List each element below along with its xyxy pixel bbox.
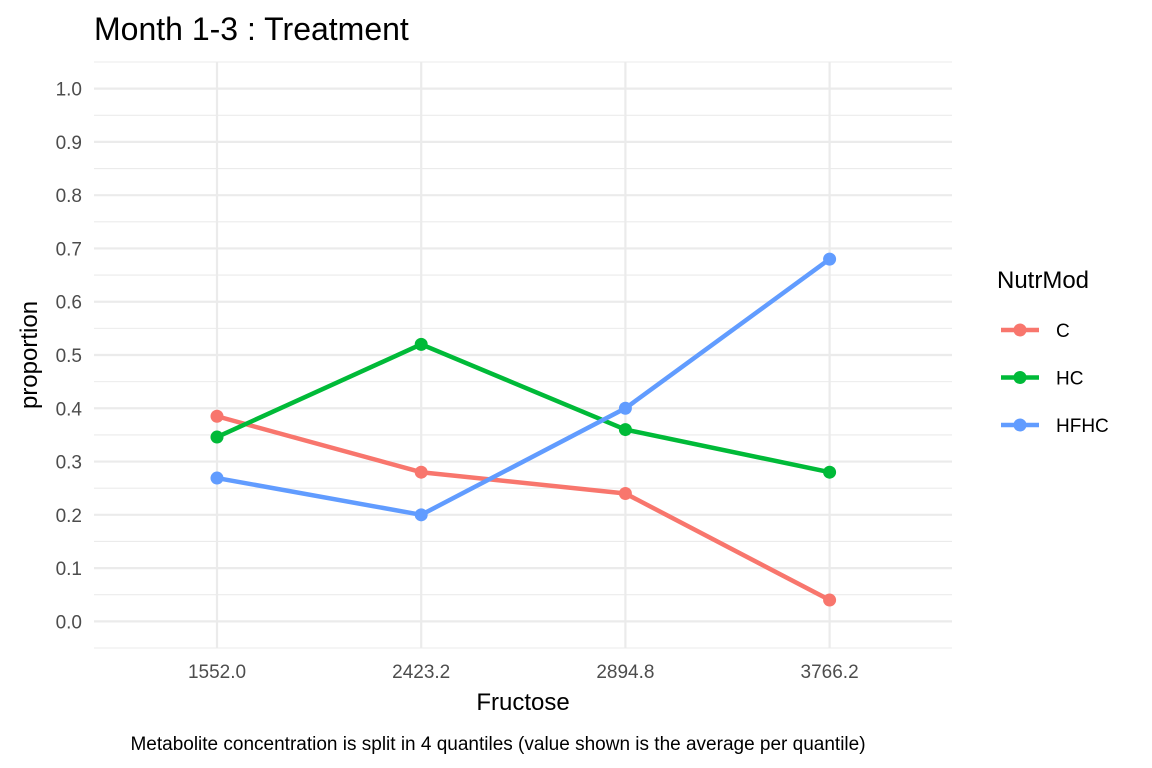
y-tick-label: 0.8 xyxy=(56,186,82,207)
y-axis-title: proportion xyxy=(16,301,43,409)
y-tick-label: 0.6 xyxy=(56,293,82,314)
y-axis-tick-labels: 0.0 0.1 0.2 0.3 0.4 0.5 0.6 0.7 0.8 0.9 1.0 xyxy=(56,80,83,634)
data-point-hfhc xyxy=(414,508,428,522)
legend-item-hc: HC xyxy=(1001,369,1083,390)
y-tick-label: 1.0 xyxy=(56,80,82,101)
data-point-hc xyxy=(618,423,632,437)
x-tick-label: 2894.8 xyxy=(596,662,654,683)
legend-key-point xyxy=(1013,418,1027,432)
legend-items: C HC HFHC xyxy=(1001,321,1109,437)
x-tick-label: 3766.2 xyxy=(801,662,859,683)
y-tick-label: 0.9 xyxy=(56,133,82,154)
x-axis-tick-labels: 1552.0 2423.2 2894.8 3766.2 xyxy=(188,662,859,683)
legend-label: HC xyxy=(1056,369,1083,390)
legend-title: NutrMod xyxy=(997,267,1089,294)
legend-item-c: C xyxy=(1001,321,1070,342)
legend-label: HFHC xyxy=(1056,416,1109,437)
x-tick-label: 1552.0 xyxy=(188,662,246,683)
x-axis-title: Fructose xyxy=(476,689,569,716)
y-tick-label: 0.4 xyxy=(56,399,83,420)
data-point-hc xyxy=(210,430,224,444)
series-line-hc xyxy=(216,342,831,475)
data-point-hfhc xyxy=(823,252,837,266)
legend-label: C xyxy=(1056,321,1070,342)
series-line-hfhc xyxy=(216,257,831,518)
grid-minor-lines xyxy=(94,61,952,649)
data-point-hc xyxy=(414,337,428,351)
chart-title: Month 1-3 : Treatment xyxy=(94,11,409,47)
x-tick-label: 2423.2 xyxy=(392,662,450,683)
y-tick-label: 0.2 xyxy=(56,506,82,527)
data-point-hc xyxy=(823,465,837,479)
series-lines xyxy=(216,257,831,603)
data-point-c xyxy=(823,593,837,607)
data-point-hfhc xyxy=(210,471,224,485)
grid-major-lines xyxy=(94,62,952,648)
y-tick-label: 0.3 xyxy=(56,453,82,474)
data-point-c xyxy=(414,465,428,479)
plot-panel xyxy=(94,61,952,649)
data-point-c xyxy=(210,409,224,423)
y-tick-label: 0.0 xyxy=(56,612,82,633)
data-point-c xyxy=(618,487,632,501)
y-tick-label: 0.5 xyxy=(56,346,82,367)
legend: NutrMod C HC HFHC xyxy=(997,267,1109,437)
y-tick-label: 0.7 xyxy=(56,239,82,260)
legend-item-hfhc: HFHC xyxy=(1001,416,1109,437)
series-line-c xyxy=(216,414,831,603)
data-point-hfhc xyxy=(618,401,632,415)
y-tick-label: 0.1 xyxy=(56,559,82,580)
series-points xyxy=(210,252,837,607)
legend-key-point xyxy=(1013,371,1027,384)
chart-caption: Metabolite concentration is split in 4 q… xyxy=(130,734,865,755)
legend-key-point xyxy=(1013,323,1027,337)
